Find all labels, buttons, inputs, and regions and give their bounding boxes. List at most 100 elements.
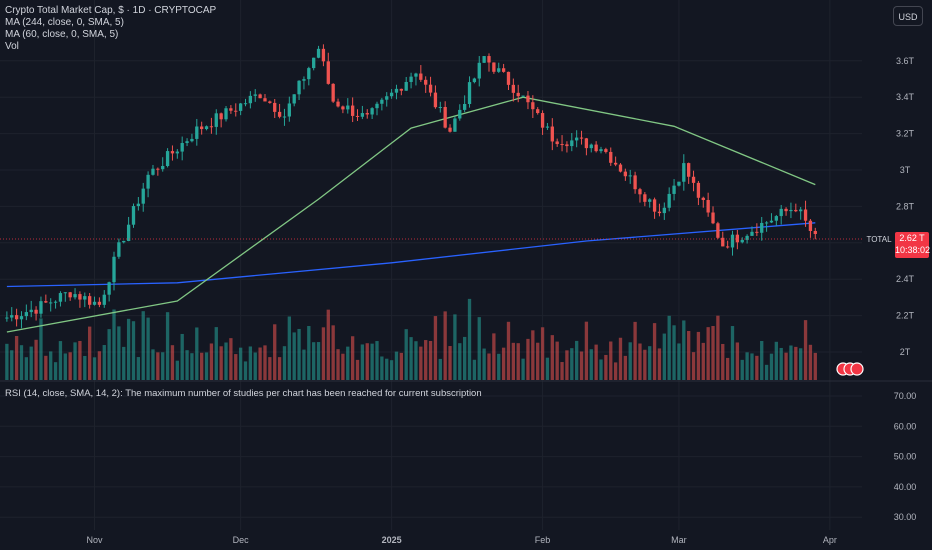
volume-bar [336,349,340,380]
event-icons[interactable] [836,362,864,376]
grid-lines [0,0,862,530]
candle-body [273,102,277,112]
volume-bar [623,355,628,380]
volume-bar [755,355,759,380]
volume-bar [433,316,438,380]
candle-body [789,209,793,212]
volume-bar [282,346,287,380]
candle-body [428,84,433,93]
volume-bar [540,327,545,380]
volume-bar [482,348,486,380]
candle-body [102,294,106,305]
candle-body [277,111,282,117]
candle-body [691,176,696,183]
volume-bar [721,343,725,380]
volume-bar [204,352,209,380]
candle-body [122,240,126,243]
volume-bar [355,359,360,380]
candle-body [248,95,253,104]
candle-body [784,208,788,212]
candle-body [389,92,394,97]
volume-bar [501,347,506,380]
volume-bar [638,343,642,380]
volume-bar [477,317,481,380]
volume-bar [385,358,389,380]
candle-body [638,189,642,195]
rsi-axis: 70.00 60.00 50.00 40.00 30.00 [894,391,917,522]
volume-bar [419,346,423,380]
candle-body [794,209,798,212]
volume-legend[interactable]: Vol [5,41,19,52]
candle-body [565,144,569,147]
ma244-legend[interactable]: MA (244, close, 0, SMA, 5) [5,17,124,28]
candle-body [180,143,184,152]
volume-bar [803,320,808,380]
candle-body [599,149,603,152]
currency-button[interactable]: USD [893,6,923,26]
candle-body [662,207,666,214]
ma60-legend[interactable]: MA (60, close, 0, SMA, 5) [5,29,119,40]
candle-body [302,79,306,81]
candle-body [219,113,223,120]
volume-bar [633,321,637,380]
volume-bar [808,344,813,380]
candle-body [589,144,593,149]
volume-bar [774,341,778,380]
candle-body [360,113,365,117]
volume-bar [316,342,321,380]
candle-body [774,216,778,221]
volume-bar [273,324,277,380]
volume-bar [414,341,418,380]
volume-bar [550,335,554,380]
candle-body [584,138,589,149]
chart-title[interactable]: Crypto Total Market Cap, $ · 1D · CRYPTO… [5,5,217,16]
volume-bar [424,340,428,380]
candle-body [341,106,345,110]
candle-body [623,171,628,177]
volume-bar [526,338,530,380]
volume-bar [560,362,564,380]
candle-body [545,126,550,128]
volume-bar [536,342,540,380]
volume-bar [234,354,238,380]
volume-bar [365,343,369,380]
volume-bar [97,351,102,380]
candle-body [375,103,379,109]
candle-body [458,109,462,119]
volume-bar [643,349,647,380]
candle-body [39,301,43,314]
candle-body [365,113,369,115]
candle-body [550,126,554,142]
candle-body [633,175,637,190]
volume-bar [779,347,783,380]
candle-body [326,61,330,84]
candle-body [175,151,179,154]
volume-bar [126,318,131,380]
candle-body [68,292,72,298]
candle-body [209,126,214,128]
candle-body [83,296,87,300]
volume-bar [604,354,608,380]
volume-bar [219,346,223,380]
time-tick-label: Feb [535,535,551,545]
candle-body [19,316,24,320]
candle-body [531,102,535,110]
candle-body [448,127,452,132]
candle-body [487,56,491,63]
volume-bar [10,350,14,380]
candle-body [112,256,116,283]
volume-bar [107,329,111,380]
volume-bar [730,326,735,380]
ma60-path [6,96,816,333]
candle-body [613,162,618,165]
candle-body [755,231,759,233]
volume-bar [63,353,67,380]
candle-body [29,309,33,313]
candle-body [224,108,228,120]
volume-bar [687,330,691,380]
candle-body [492,62,496,72]
volume-bar [740,359,744,380]
volume-bar [263,345,267,380]
candle-body [385,96,389,100]
